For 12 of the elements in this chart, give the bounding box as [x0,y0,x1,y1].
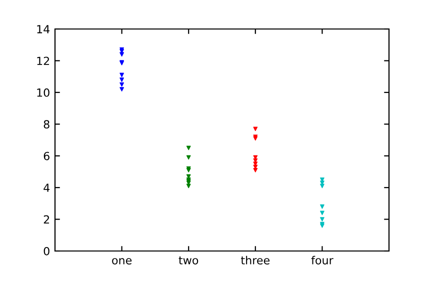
x-tick-label: one [112,258,132,264]
y-tick-label: 4 [44,184,50,192]
x-tick-label: four [311,256,334,264]
y-tick-label: 2 [44,215,50,224]
y-tick-label: 14 [37,25,50,34]
x-tick-label: two [178,256,198,264]
x-tick-label: three [241,256,270,264]
y-tick-label: 10 [37,88,50,97]
y-tick-label: 0 [44,246,50,256]
y-tick-label: 8 [44,120,50,129]
y-tick-label: 6 [44,152,50,160]
y-tick-label: 12 [37,56,50,65]
